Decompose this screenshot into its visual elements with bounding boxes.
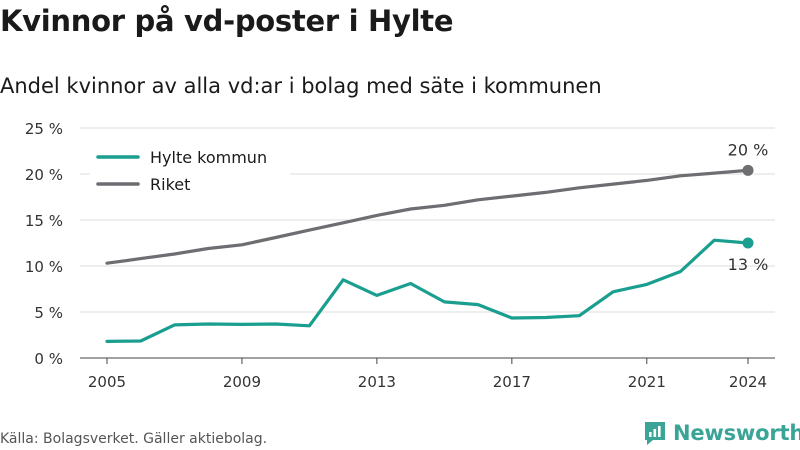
y-tick-label: 15 % — [25, 212, 63, 230]
x-tick-label: 2009 — [223, 373, 261, 391]
y-tick-label: 10 % — [25, 258, 63, 276]
legend-background — [90, 142, 290, 200]
end-point-riket — [742, 164, 754, 176]
brand-name: Newsworthy — [673, 421, 800, 445]
y-tick-label: 5 % — [34, 304, 63, 322]
newsworthy-logo-icon — [645, 422, 665, 445]
end-value-label: 20 % — [728, 140, 769, 159]
x-tick-label: 2013 — [358, 373, 396, 391]
end-point-hylte-kommun — [742, 237, 754, 249]
y-tick-label: 0 % — [34, 350, 63, 368]
x-tick-label: 2017 — [493, 373, 531, 391]
y-tick-label: 20 % — [25, 166, 63, 184]
series-line-hylte-kommun — [105, 238, 750, 343]
y-tick-label: 25 % — [25, 120, 63, 138]
x-tick-label: 2024 — [729, 373, 767, 391]
series-line-riket — [105, 168, 750, 265]
brand: Newsworthy — [643, 419, 800, 447]
chart-title: Kvinnor på vd-poster i Hylte — [0, 4, 454, 38]
x-tick-label: 2005 — [88, 373, 126, 391]
end-value-label: 13 % — [728, 255, 769, 274]
legend-label: Hylte kommun — [150, 148, 267, 167]
legend-label: Riket — [150, 175, 190, 194]
x-tick-label: 2021 — [628, 373, 666, 391]
chart-subtitle: Andel kvinnor av alla vd:ar i bolag med … — [0, 74, 602, 98]
source-note: Källa: Bolagsverket. Gäller aktiebolag. — [0, 431, 268, 447]
